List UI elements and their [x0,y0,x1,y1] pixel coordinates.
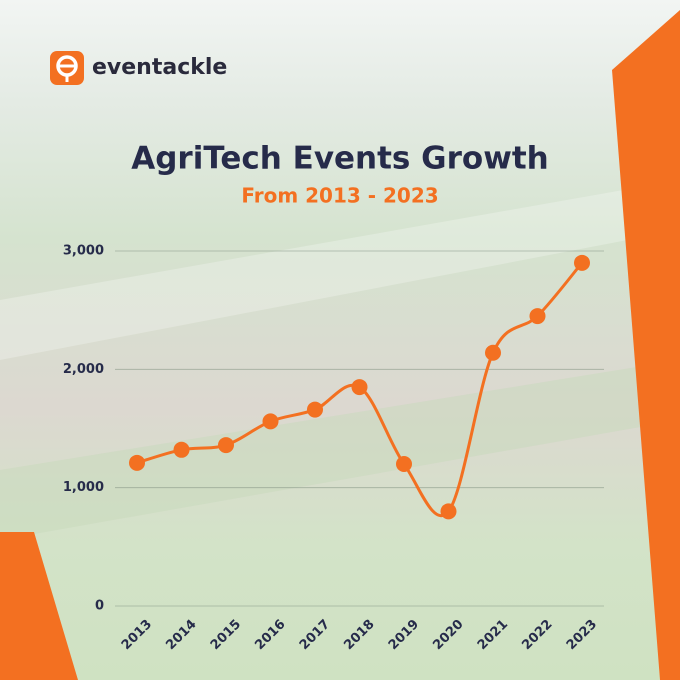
point [440,503,457,520]
point [485,344,501,361]
y-tick-label: 3,000 [63,244,104,259]
corner-shape [0,532,78,680]
point [529,308,546,325]
y-tick-label: 0 [95,599,104,614]
corner-shape [612,10,680,680]
point [396,456,412,472]
field-band [0,360,680,540]
chart-title: AgriTech Events Growth [131,141,549,177]
logo-mark [58,64,76,82]
point [262,413,279,430]
point [173,441,190,458]
y-tick-label: 1,000 [63,480,104,495]
point [129,454,145,471]
point [574,254,590,271]
brand-name: eventackle [92,55,227,80]
field-band [0,180,680,360]
point [218,437,234,454]
point [351,379,368,396]
chart-subtitle: From 2013 - 2023 [241,184,438,208]
point [307,401,323,418]
brand-logo: eventackle [50,51,227,85]
y-tick-label: 2,000 [63,362,104,377]
